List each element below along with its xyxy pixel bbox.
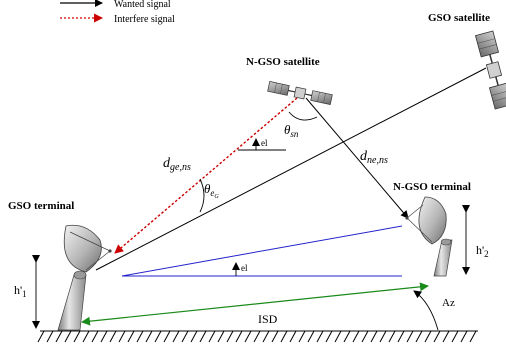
ground-hatch-mark [190, 330, 198, 343]
ground-hatch-mark [298, 330, 306, 343]
ground-hatch-mark [307, 330, 315, 343]
d-ge-ns-label: dge,ns [163, 156, 191, 173]
d-ne-ns-label: dne,ns [360, 149, 388, 166]
ground-hatch-mark [460, 330, 468, 343]
ground-hatch-mark [217, 330, 225, 343]
az-label: Az [442, 297, 455, 309]
ground-hatch-mark [163, 330, 171, 343]
ground-hatch-mark [415, 330, 423, 343]
ground-hatch-mark [442, 330, 450, 343]
ngso-terminal-label: N-GSO terminal [393, 181, 471, 193]
ground-hatch-mark [109, 330, 117, 343]
ground-hatch-mark [55, 330, 63, 343]
ground-hatch-mark [253, 330, 261, 343]
h2-label: h'2 [476, 243, 489, 259]
ground-hatch-mark [388, 330, 396, 343]
ground-hatch-mark [208, 330, 216, 343]
ngso-satellite-icon [267, 81, 333, 105]
isd-label: ISD [258, 312, 278, 326]
ground-hatch-mark [244, 330, 252, 343]
terminal-baseline-slanted [121, 225, 403, 277]
azimuth-arc [413, 290, 439, 331]
ground-hatch-mark [91, 330, 99, 343]
el-lower-label: el [241, 263, 248, 273]
ground-hatch-mark [46, 330, 54, 343]
ground-hatch-mark [343, 330, 351, 343]
ground-hatch-mark [127, 330, 135, 343]
legend: Wanted signal Interfere signal [60, 0, 175, 25]
ground-hatch-mark [82, 330, 90, 343]
ground-hatch-mark [469, 330, 477, 343]
ground-hatch-mark [334, 330, 342, 343]
ground-hatch-mark [361, 330, 369, 343]
gso-wanted-signal-line [95, 67, 487, 271]
h1-label: h'1 [14, 283, 27, 299]
legend-interfere-label: Interfere signal [114, 14, 175, 25]
ground-hatch-mark [280, 330, 288, 343]
ground-hatch-mark [226, 330, 234, 343]
theta-sn-label: θsn [284, 122, 299, 139]
el-upper-label: el [261, 138, 268, 148]
ground-hatch-mark [325, 330, 333, 343]
gso-satellite-icon [474, 30, 506, 110]
ground-hatch-mark [73, 330, 81, 343]
ground-hatch-mark [370, 330, 378, 343]
gso-terminal-label: GSO terminal [8, 200, 74, 212]
ground-hatch-mark [199, 330, 207, 343]
legend-wanted-label: Wanted signal [114, 0, 171, 10]
theta-e-label: θeG [204, 181, 219, 200]
ground-hatch-mark [433, 330, 441, 343]
ground-hatch-mark [379, 330, 387, 343]
gso-satellite-label: GSO satellite [428, 12, 490, 24]
ground-hatch-mark [397, 330, 405, 343]
ground-hatch-mark [37, 330, 45, 343]
ngso-terminal-dish-icon [405, 196, 453, 277]
theta-e-arc [199, 178, 205, 213]
ground-hatch-mark [289, 330, 297, 343]
ngso-wanted-signal-arrow [305, 97, 409, 219]
interference-signal-arrow [114, 97, 298, 254]
ground-hatch-mark [181, 330, 189, 343]
ngso-satellite-label: N-GSO satellite [246, 56, 320, 68]
ground-hatch-mark [235, 330, 243, 343]
ground-hatch-mark [100, 330, 108, 343]
ground-hatch-mark [154, 330, 162, 343]
ground-hatch-mark [424, 330, 432, 343]
ground [37, 330, 478, 343]
ground-hatch-mark [145, 330, 153, 343]
ground-hatch-mark [316, 330, 324, 343]
ground-hatch-mark [271, 330, 279, 343]
gso-terminal-dish-icon [57, 224, 112, 331]
ground-hatch-mark [118, 330, 126, 343]
isd-arrow [81, 282, 429, 326]
ground-hatch-mark [451, 330, 459, 343]
ground-hatch-mark [64, 330, 72, 343]
ground-hatch-mark [262, 330, 270, 343]
ground-hatch-mark [352, 330, 360, 343]
ground-hatch-mark [172, 330, 180, 343]
theta-sn-arc [288, 111, 318, 121]
ground-hatch-mark [136, 330, 144, 343]
ground-hatch-mark [406, 330, 414, 343]
